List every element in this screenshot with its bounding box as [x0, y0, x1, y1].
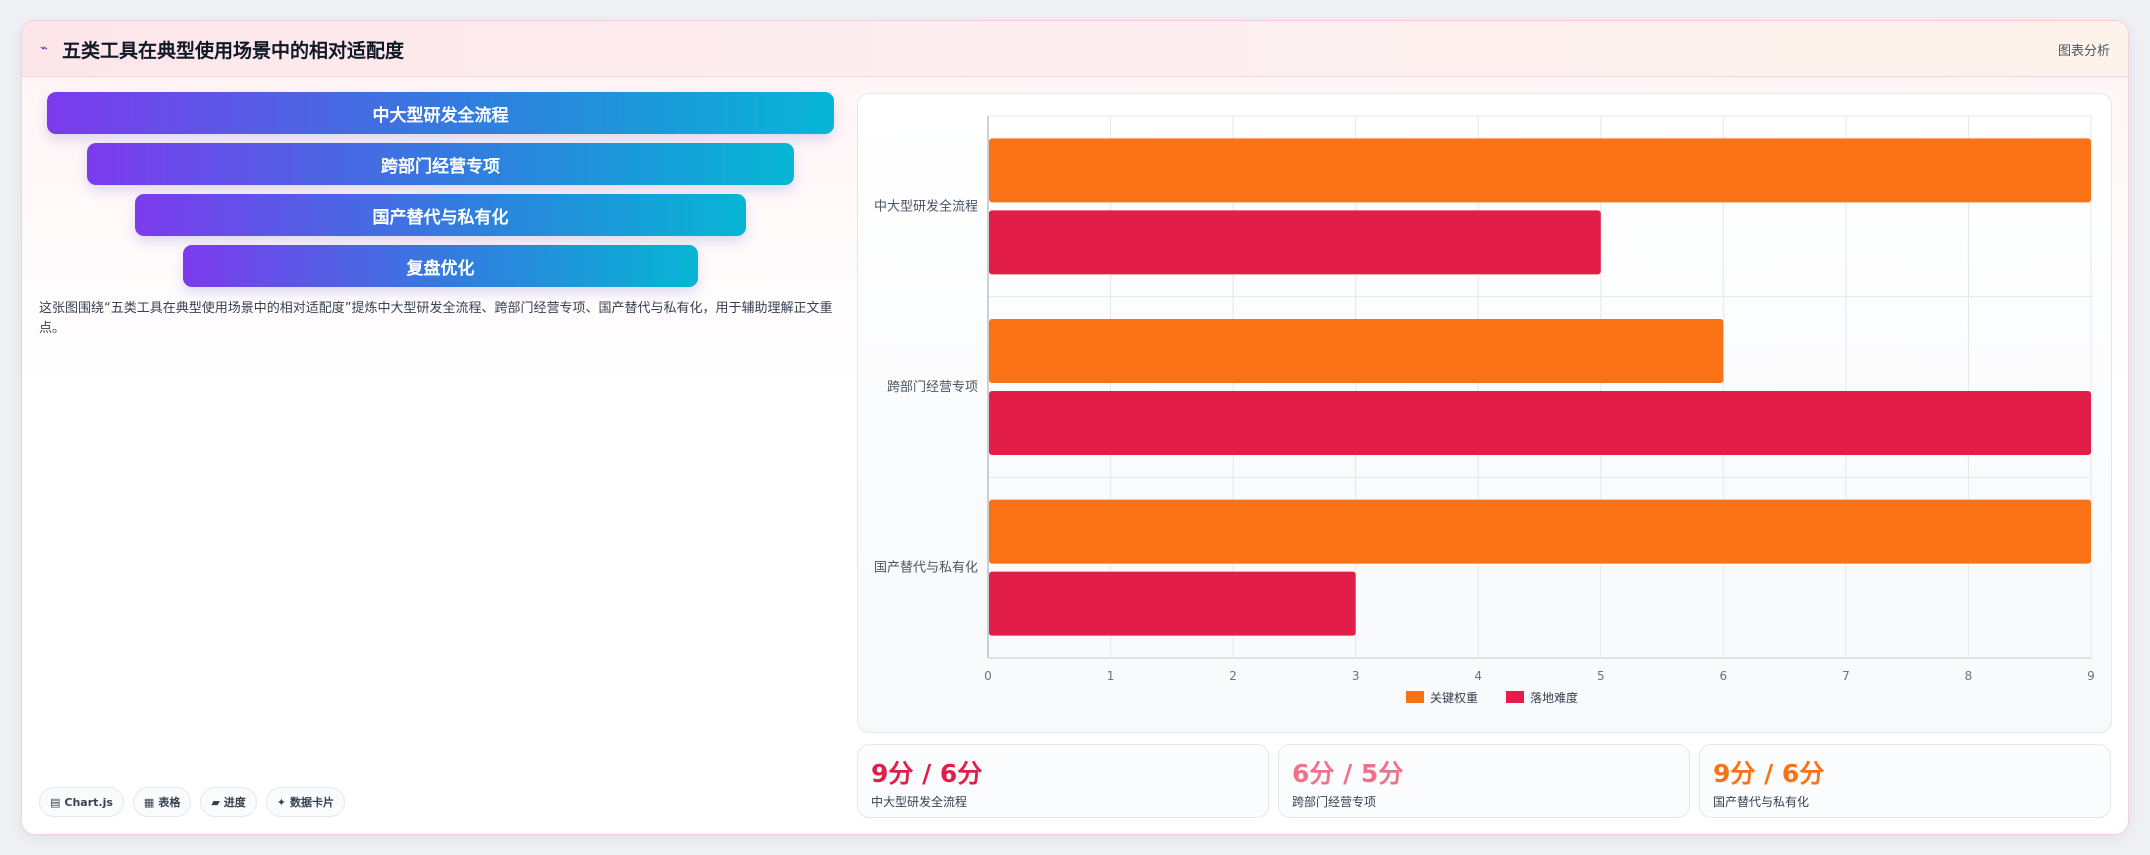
chart-icon: ▤ [50, 795, 61, 809]
kpi-label: 国产替代与私有化 [1713, 795, 1810, 809]
funnel-item-label: 中大型研发全流程 [372, 105, 509, 126]
y-tick-label: 国产替代与私有化 [874, 561, 978, 576]
card-header: ⌁ 五类工具在典型使用场景中的相对适配度 图表分析 [22, 21, 2128, 77]
y-tick-label: 跨部门经营专项 [887, 380, 978, 395]
bar [989, 210, 1601, 275]
legend-swatch [1506, 691, 1524, 703]
chip-table[interactable]: ▦ 表格 [132, 787, 192, 817]
x-tick-label: 3 [1352, 669, 1360, 683]
y-tick-label: 中大型研发全流程 [874, 198, 978, 214]
funnel-item: 国产替代与私有化 [135, 194, 746, 236]
funnel-item-label: 跨部门经营专项 [381, 156, 500, 177]
kpi-card: 9分 / 6分 中大型研发全流程 [857, 744, 1269, 818]
x-tick-label: 4 [1474, 669, 1482, 683]
funnel-item-label: 国产替代与私有化 [372, 207, 509, 228]
kpi-label: 跨部门经营专项 [1292, 795, 1377, 809]
x-tick-label: 9 [2087, 669, 2095, 683]
chart-analysis-tag: 图表分析 [2057, 44, 2110, 59]
chart-line-icon: ⌁ [40, 41, 48, 56]
x-tick-label: 0 [984, 669, 992, 683]
x-tick-label: 5 [1597, 669, 1605, 683]
funnel-item: 复盘优化 [183, 245, 698, 287]
funnel-item: 跨部门经营专项 [87, 143, 794, 185]
x-tick-label: 1 [1107, 669, 1115, 683]
legend-label: 落地难度 [1530, 690, 1578, 705]
kpi-card: 9分 / 6分 国产替代与私有化 [1699, 744, 2111, 818]
chip-label: 数据卡片 [290, 796, 335, 809]
chip-label: 进度 [223, 796, 246, 809]
chart-description: 这张图围绕“五类工具在典型使用场景中的相对适配度”提炼中大型研发全流程、跨部门经… [39, 301, 833, 336]
feature-chips: ▤ Chart.js ▦ 表格 ▰ 进度 ✦ 数据卡片 [39, 787, 346, 817]
funnel-item-label: 复盘优化 [406, 258, 475, 279]
legend-swatch [1406, 691, 1424, 703]
legend-label: 关键权重 [1430, 691, 1478, 705]
kpi-card: 6分 / 5分 跨部门经营专项 [1278, 744, 1690, 818]
progress-icon: ▰ [211, 795, 220, 809]
funnel-item: 中大型研发全流程 [47, 92, 834, 134]
bar [989, 138, 2091, 203]
chart-card: ⌁ 五类工具在典型使用场景中的相对适配度 图表分析 中大型研发全流程 跨部门经营… [21, 20, 2129, 835]
kpi-value: 6分 / 5分 [1292, 759, 1404, 788]
bar [989, 319, 1724, 383]
bar [989, 391, 2091, 455]
chip-chartjs[interactable]: ▤ Chart.js [39, 787, 124, 817]
chip-label: Chart.js [64, 795, 113, 809]
chip-progress[interactable]: ▰ 进度 [200, 787, 257, 817]
card-title: 五类工具在典型使用场景中的相对适配度 [62, 40, 405, 62]
kpi-value: 9分 / 6分 [1713, 759, 1825, 788]
bar [989, 499, 2091, 564]
x-tick-label: 2 [1229, 669, 1237, 683]
chip-data-card[interactable]: ✦ 数据卡片 [265, 787, 346, 817]
x-tick-label: 6 [1720, 669, 1728, 683]
x-tick-label: 8 [1965, 669, 1973, 683]
table-icon: ▦ [143, 795, 155, 809]
x-tick-label: 7 [1842, 669, 1850, 683]
kpi-label: 中大型研发全流程 [871, 795, 968, 809]
bar-chart-panel: 0 1 2 3 4 5 6 7 8 9 中大型研发全流程跨部门经营专项国产替代与私有化关键权重 落地难… [857, 93, 2112, 733]
sparkle-icon: ✦ [276, 795, 287, 809]
bar [989, 571, 1356, 636]
chip-label: 表格 [158, 796, 181, 809]
kpi-value: 9分 / 6分 [871, 759, 983, 788]
